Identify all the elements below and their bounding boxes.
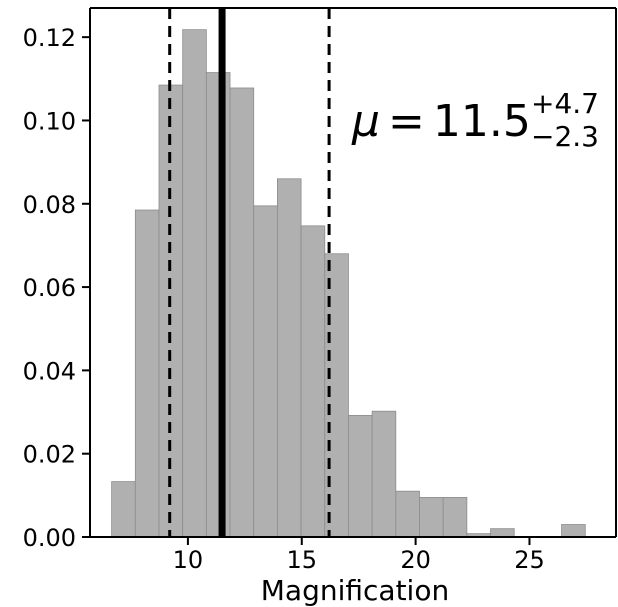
x-tick-label: 10 bbox=[173, 546, 204, 574]
mean-value: 11.5 bbox=[433, 96, 531, 147]
histogram-bar-0 bbox=[111, 481, 136, 538]
y-tick-label: 0.10 bbox=[23, 107, 76, 135]
axes bbox=[89, 7, 617, 538]
y-tick-label: 0.08 bbox=[23, 191, 76, 219]
y-tick-label: 0.04 bbox=[23, 357, 76, 385]
y-tick-label: 0.02 bbox=[23, 441, 76, 469]
histogram-bar-12 bbox=[395, 490, 420, 538]
mean-annotation: μ = 11.5 +4.7 −2.3 bbox=[351, 87, 599, 153]
lower-error: −2.3 bbox=[531, 120, 599, 153]
histogram-bar-13 bbox=[419, 497, 444, 538]
histogram-bar-6 bbox=[253, 205, 278, 538]
histogram-bar-16 bbox=[490, 528, 515, 538]
y-tick-label: 0.00 bbox=[23, 524, 76, 552]
histogram-bar-19 bbox=[561, 524, 586, 538]
equals-sign: = bbox=[388, 96, 425, 147]
y-tick-label: 0.12 bbox=[23, 24, 76, 52]
mu-symbol: μ bbox=[351, 96, 380, 147]
x-tick-label: 15 bbox=[286, 546, 317, 574]
x-tick-label: 25 bbox=[514, 546, 545, 574]
x-tick-label: 20 bbox=[400, 546, 431, 574]
histogram-bar-4 bbox=[205, 72, 231, 538]
histogram-bar-8 bbox=[300, 225, 326, 538]
upper-error: +4.7 bbox=[531, 87, 599, 120]
histogram-bar-3 bbox=[182, 29, 207, 538]
histogram-bar-14 bbox=[442, 497, 468, 538]
y-ticks: 0.00 0.02 0.04 0.06 0.08 0.10 0.12 bbox=[23, 24, 90, 552]
histogram-bar-11 bbox=[371, 410, 397, 538]
histogram-bar-5 bbox=[229, 87, 255, 538]
histogram-bar-7 bbox=[277, 178, 302, 538]
histogram-bar-1 bbox=[134, 209, 160, 538]
y-tick-label: 0.06 bbox=[23, 274, 76, 302]
x-ticks: 10 15 20 25 bbox=[173, 537, 545, 574]
reference-lines bbox=[168, 8, 331, 537]
svg-text:μ=11.5: μ = 11.5 bbox=[351, 96, 531, 147]
histogram-bar-10 bbox=[348, 414, 373, 538]
x-axis-title: Magnification bbox=[261, 574, 449, 607]
